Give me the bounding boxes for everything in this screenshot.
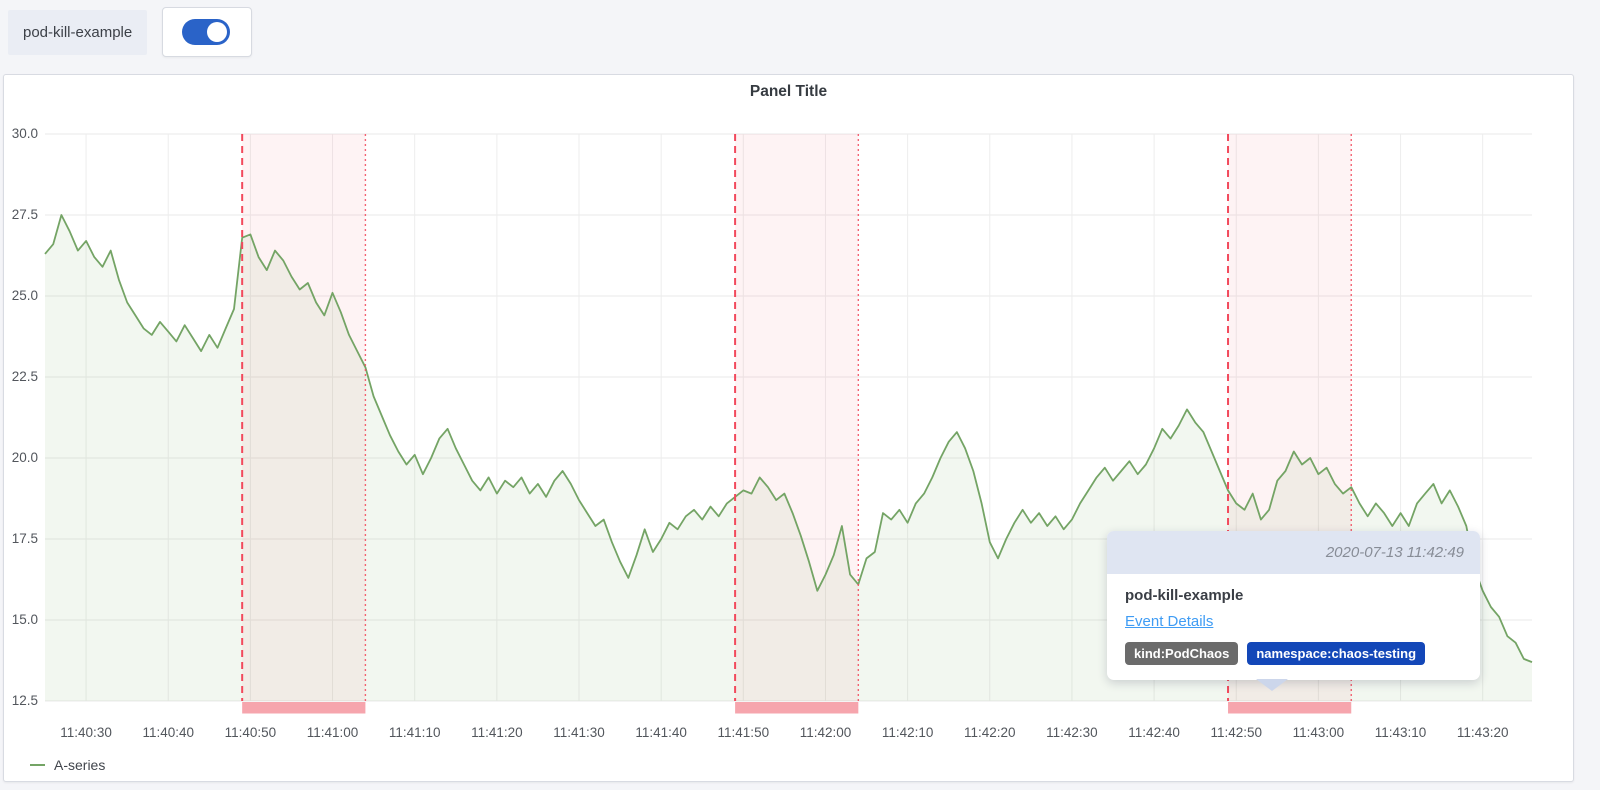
experiment-toggle[interactable] — [162, 7, 252, 57]
tooltip-tags: kind:PodChaos namespace:chaos-testing — [1125, 642, 1462, 665]
panel-title: Panel Title — [749, 83, 828, 100]
series-color-dash-icon — [30, 764, 45, 766]
experiment-toolbar: pod-kill-example — [0, 0, 1600, 64]
toggle-knob — [207, 22, 227, 42]
tooltip-arrow — [1256, 679, 1288, 691]
event-details-link[interactable]: Event Details — [1125, 613, 1214, 630]
tooltip-timestamp: 2020-07-13 11:42:49 — [1107, 531, 1480, 574]
tag-kind-badge: kind:PodChaos — [1125, 642, 1239, 665]
tag-namespace-badge: namespace:chaos-testing — [1247, 642, 1426, 665]
toggle-switch-on[interactable] — [182, 19, 230, 45]
legend-item-a-series[interactable]: A-series — [30, 757, 105, 773]
experiment-name-chip: pod-kill-example — [8, 10, 148, 55]
legend: A-series — [30, 753, 105, 773]
tooltip-experiment-title: pod-kill-example — [1125, 587, 1244, 604]
annotation-tooltip: 2020-07-13 11:42:49 pod-kill-example Eve… — [1107, 531, 1480, 691]
tooltip-body: pod-kill-example Event Details kind:PodC… — [1107, 574, 1480, 680]
legend-label: A-series — [54, 757, 106, 773]
